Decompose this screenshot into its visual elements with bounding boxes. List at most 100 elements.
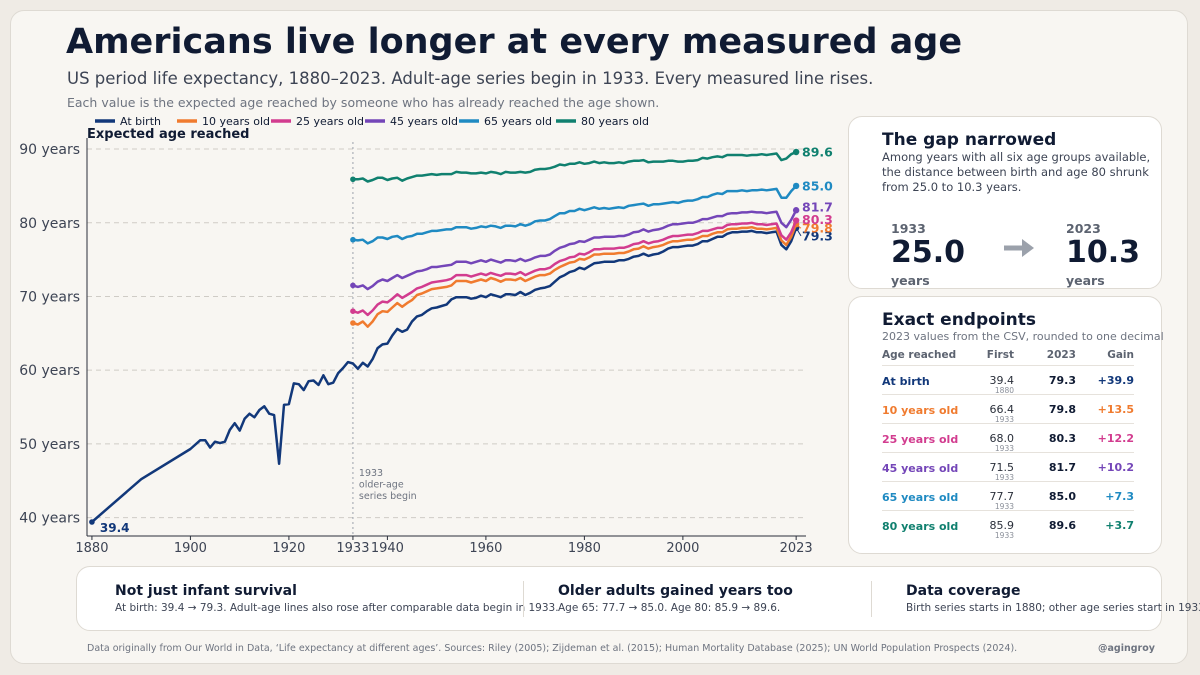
y-tick-label: 70 years [19, 289, 80, 305]
endpoints-panel-title: Exact endpoints [882, 310, 1036, 330]
takeaway-3-text: Birth series starts in 1880; other age s… [906, 602, 1200, 614]
row-first-year: 1933 [994, 531, 1014, 540]
y-tick-label: 60 years [19, 363, 80, 379]
gap-start-value: 25.0 [891, 235, 966, 270]
y-tick-label: 40 years [19, 511, 80, 527]
gap-panel-title: The gap narrowed [882, 130, 1057, 150]
series-start-point [350, 236, 356, 243]
series-start-point [350, 282, 356, 289]
legend-label: At birth [120, 115, 161, 128]
x-tick-label: 1920 [272, 541, 305, 556]
x-tick-label: 1880 [75, 541, 108, 556]
series-end-point [792, 148, 800, 156]
page-title: Americans live longer at every measured … [66, 22, 963, 62]
row-label: 65 years old [882, 491, 959, 504]
series-line-0 [91, 227, 798, 523]
x-tick-label: 1960 [469, 541, 502, 556]
series-line-5 [352, 150, 797, 183]
row-first-value: 39.4 [989, 374, 1015, 387]
x-tick-label: 2000 [666, 541, 699, 556]
row-label: 45 years old [882, 462, 959, 475]
row-first-value: 85.9 [989, 519, 1015, 532]
gap-start-unit: years [891, 273, 930, 288]
life-expectancy-chart: 40 years 50 years 60 years 70 years 80 years… [19, 115, 833, 556]
row-2023-value: 80.3 [1048, 432, 1076, 445]
series-start-point [350, 176, 356, 183]
endpoints-panel: Exact endpoints 2023 values from the CSV… [848, 296, 1164, 554]
table-row: 65 years old 77.7 1933 85.0 +7.3 [882, 481, 1134, 511]
x-tick-label: 1980 [568, 541, 601, 556]
row-first-value: 68.0 [989, 432, 1015, 445]
col-header-gain: Gain [1107, 349, 1134, 361]
y-tick-label: 90 years [19, 142, 80, 158]
row-label: At birth [882, 375, 930, 388]
x-tick-label: 2023 [780, 541, 813, 556]
row-2023-value: 81.7 [1048, 461, 1076, 474]
row-label: 80 years old [882, 520, 959, 533]
series-line-1 [352, 223, 798, 328]
page-note: Each value is the expected age reached b… [67, 95, 660, 110]
table-row: 45 years old 71.5 1933 81.7 +10.2 [882, 452, 1134, 482]
row-2023-value: 79.8 [1048, 403, 1076, 416]
series-end-point [792, 217, 800, 224]
label-connector [795, 223, 802, 229]
row-first-year: 1933 [994, 415, 1014, 424]
row-first-year: 1933 [994, 444, 1014, 453]
row-2023-value: 85.0 [1048, 490, 1076, 503]
row-gain: +10.2 [1097, 461, 1134, 474]
page-subtitle: US period life expectancy, 1880–2023. Ad… [67, 69, 874, 88]
table-row: 25 years old 68.0 1933 80.3 +12.2 [882, 423, 1134, 453]
series-start-point [89, 519, 95, 525]
gap-end-value: 10.3 [1066, 235, 1141, 270]
source-footnote: Data originally from Our World in Data, … [87, 643, 1018, 654]
series-end-label: 79.8 [802, 221, 833, 236]
series-line-2 [352, 220, 798, 317]
row-first-value: 66.4 [989, 403, 1015, 416]
series-end-label: 85.0 [802, 178, 833, 193]
takeaways-panel: Not just infant survival At birth: 39.4 … [76, 566, 1200, 631]
takeaway-2-text: Age 65: 77.7 → 85.0. Age 80: 85.9 → 89.6… [558, 602, 781, 614]
annotation-text: series begin [359, 491, 417, 502]
divider [523, 581, 524, 617]
gap-panel: The gap narrowed Among years with all si… [848, 116, 1162, 289]
row-gain: +39.9 [1097, 374, 1134, 387]
legend-label: 65 years old [484, 115, 552, 128]
takeaway-3-title: Data coverage [906, 583, 1021, 599]
author-handle: @agingroy [1098, 643, 1155, 654]
takeaway-1-title: Not just infant survival [115, 583, 297, 599]
label-connector [795, 227, 802, 237]
row-first-year: 1933 [994, 502, 1014, 511]
col-header-2023: 2023 [1046, 349, 1076, 361]
series-start-label: 39.4 [100, 521, 130, 535]
gap-end-year: 2023 [1066, 221, 1101, 236]
row-2023-value: 79.3 [1048, 374, 1076, 387]
series-end-label: 81.7 [802, 200, 833, 215]
series-line-3 [352, 209, 798, 291]
row-label: 10 years old [882, 404, 959, 417]
annotation-text: 1933 [359, 468, 383, 479]
row-gain: +12.2 [1097, 432, 1134, 445]
x-tick-label: 1940 [371, 541, 404, 556]
legend-label: 10 years old [202, 115, 270, 128]
col-header-first: First [986, 349, 1014, 361]
series-line-4 [352, 185, 798, 245]
col-header-age: Age reached [882, 349, 957, 361]
row-first-year: 1933 [994, 473, 1014, 482]
table-row: 80 years old 85.9 1933 89.6 +3.7 [882, 510, 1134, 540]
row-gain: +7.3 [1105, 490, 1134, 503]
right-arrow-icon [1004, 239, 1034, 257]
annotation-text: older-age [359, 480, 404, 491]
gap-panel-description: Among years with all six age groups avai… [882, 150, 1151, 194]
y-tick-label: 50 years [19, 437, 80, 453]
takeaway-2-title: Older adults gained years too [558, 583, 793, 599]
divider [871, 581, 872, 617]
legend-label: 45 years old [390, 115, 458, 128]
row-gain: +13.5 [1097, 403, 1134, 416]
row-2023-value: 89.6 [1048, 519, 1076, 532]
series-end-label: 79.3 [802, 228, 833, 243]
x-tick-label: 1933 [336, 541, 369, 556]
x-tick-label: 1900 [174, 541, 207, 556]
series-start-point [350, 320, 356, 326]
row-label: 25 years old [882, 433, 959, 446]
series-start-point [350, 308, 356, 315]
